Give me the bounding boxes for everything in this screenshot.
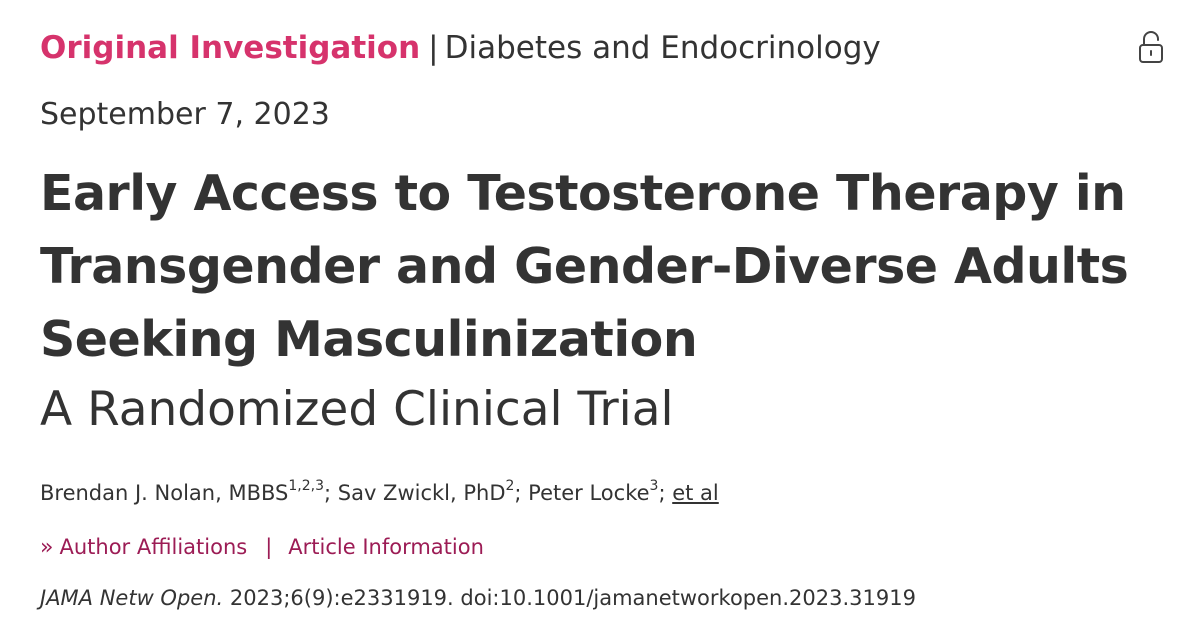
author-separator: ; (514, 481, 522, 505)
article-info-links: » Author Affiliations | Article Information (40, 530, 484, 565)
author-name[interactable]: Sav Zwickl, PhD (337, 481, 506, 505)
article-subtitle: A Randomized Clinical Trial (40, 382, 674, 437)
author-list: Brendan J. Nolan, MBBS1,2,3; Sav Zwickl,… (40, 476, 719, 510)
article-title: Early Access to Testosterone Therapy in … (40, 165, 1129, 368)
author-name[interactable]: Peter Locke (528, 481, 650, 505)
author-affiliations-link[interactable]: Author Affiliations (59, 535, 248, 559)
author-affiliation-marks: 1,2,3 (288, 478, 324, 494)
article-subcategory[interactable]: Diabetes and Endocrinology (444, 30, 881, 66)
article-header: Original Investigation | Diabetes and Endo… (40, 0, 1163, 634)
citation-reference: 2023;6(9):e2331919. doi:10.1001/jamanetw… (229, 586, 916, 610)
article-category[interactable]: Original Investigation (40, 30, 421, 66)
et-al-link[interactable]: et al (672, 481, 719, 505)
double-chevron-right-icon: » (40, 535, 54, 560)
publication-date: September 7, 2023 (40, 97, 330, 132)
author-separator: ; (658, 481, 666, 505)
unlock-icon[interactable] (1138, 30, 1164, 64)
category-separator: | (428, 30, 439, 66)
author-affiliation-marks: 2 (505, 478, 515, 494)
author-name[interactable]: Brendan J. Nolan, MBBS (40, 481, 289, 505)
article-information-link[interactable]: Article Information (288, 535, 484, 559)
links-separator: | (265, 535, 273, 559)
category-line: Original Investigation | Diabetes and Endo… (40, 26, 881, 70)
citation: JAMA Netw Open. 2023;6(9):e2331919. doi:… (40, 581, 916, 615)
author-affiliation-marks: 3 (649, 478, 659, 494)
author-separator: ; (323, 481, 332, 505)
citation-journal: JAMA Netw Open. (40, 586, 224, 610)
